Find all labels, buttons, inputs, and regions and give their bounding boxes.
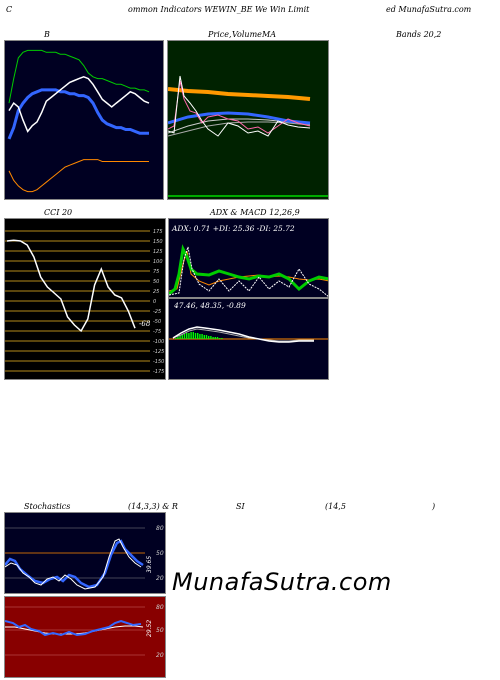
macd-chart: 47.46, 48.35, -0.89 bbox=[169, 301, 328, 343]
macd-hist-bar bbox=[183, 334, 186, 339]
stoch-tick-20: 20 bbox=[156, 575, 164, 582]
macd-signal-line bbox=[172, 328, 314, 342]
bands-label: Bands 20,2 bbox=[396, 30, 442, 39]
bollinger-lower-line bbox=[8, 159, 149, 193]
volume-label: Volume bbox=[232, 30, 262, 39]
macd-values-text: 47.46, 48.35, -0.89 bbox=[173, 301, 246, 310]
rsi-tick-80: 80 bbox=[156, 604, 164, 611]
bollinger-middle-line bbox=[7, 88, 149, 140]
price-chart bbox=[168, 75, 328, 197]
macd-hist-bar bbox=[214, 337, 216, 339]
stoch-tick-80: 80 bbox=[156, 525, 164, 532]
macd-panel: 47.46, 48.35, -0.89 bbox=[168, 298, 329, 380]
cci-label: CCI 20 bbox=[44, 208, 73, 217]
macd-hist-bar bbox=[179, 336, 181, 339]
bollinger-chart bbox=[7, 49, 150, 193]
macd-hist-bar bbox=[188, 333, 190, 339]
cci-tick-label: -175 bbox=[153, 369, 164, 375]
ma-blue-line bbox=[168, 111, 311, 125]
macd-hist-bar bbox=[197, 333, 199, 339]
header-left: C bbox=[6, 5, 13, 14]
macd-hist-bar bbox=[186, 333, 188, 339]
macd-hist-bar bbox=[192, 332, 194, 339]
bollinger-label: B bbox=[44, 30, 50, 39]
macd-hist-bar bbox=[219, 338, 221, 339]
rsi-tick-20: 20 bbox=[156, 652, 164, 659]
cci-tick-label: 50 bbox=[153, 279, 159, 285]
macd-hist-bar bbox=[221, 338, 223, 339]
ma-orange-line bbox=[168, 87, 311, 101]
stochastics-chart: 80 50 20 39.65 bbox=[5, 525, 164, 590]
cci-tick-label: -75 bbox=[153, 329, 161, 335]
cci-tick-label: 125 bbox=[153, 249, 163, 255]
rsi-label: SI bbox=[236, 502, 245, 511]
cci-current-value: -68 bbox=[139, 320, 151, 328]
macd-line bbox=[172, 326, 314, 343]
ma-pink-line bbox=[168, 80, 311, 134]
watermark: MunafaSutra.com bbox=[172, 568, 392, 596]
bollinger-upper-line bbox=[8, 49, 150, 104]
header-center: ommon Indicators WEWIN_BE We Win Limit bbox=[128, 5, 310, 14]
cci-tick-label: 75 bbox=[153, 269, 159, 275]
macd-hist-bar bbox=[199, 334, 201, 339]
macd-hist-bar bbox=[177, 337, 179, 339]
cci-tick-label: 25 bbox=[153, 289, 159, 295]
macd-hist-bar bbox=[181, 335, 183, 339]
rsi-params-label: (14,5 bbox=[325, 502, 346, 511]
macd-hist-bar bbox=[208, 336, 210, 339]
cci-tick-label: -50 bbox=[153, 319, 161, 325]
plus-di-line bbox=[169, 244, 328, 296]
cci-tick-label: 175 bbox=[153, 229, 163, 235]
cci-panel: 175 150 125 100 75 50 25 0 -25 -50 -75 -100 -125 -150… bbox=[4, 218, 166, 380]
header-right: ed MunafaSutra.com bbox=[386, 5, 472, 14]
price-label: Price, bbox=[208, 30, 232, 39]
rsi-line bbox=[5, 619, 142, 637]
rsi-chart: 80 50 20 29.52 bbox=[5, 604, 164, 659]
macd-hist-bar bbox=[216, 337, 219, 339]
macd-hist-bar bbox=[190, 332, 192, 339]
macd-hist-bar bbox=[210, 336, 212, 339]
macd-histogram bbox=[175, 332, 223, 339]
cci-tick-label: -125 bbox=[153, 349, 164, 355]
macd-hist-bar bbox=[175, 338, 177, 339]
adx-chart: ADX: 0.71 +DI: 25.36 -DI: 25.72 bbox=[169, 224, 328, 297]
cci-line bbox=[6, 239, 136, 333]
stochastics-params-label: (14,3,3) & R bbox=[128, 502, 178, 511]
cci-tick-label: -25 bbox=[153, 309, 161, 315]
cci-tick-label: 150 bbox=[153, 239, 163, 245]
adx-macd-label: ADX & MACD 12,26,9 bbox=[210, 208, 300, 217]
cci-tick-label: -150 bbox=[153, 359, 164, 365]
stochastics-panel: 80 50 20 39.65 bbox=[4, 512, 166, 594]
cci-tick-label: 0 bbox=[153, 299, 156, 305]
macd-hist-bar bbox=[203, 335, 205, 339]
rsi-tick-50: 50 bbox=[156, 627, 164, 634]
stochastics-label: Stochastics bbox=[24, 502, 71, 511]
ma-label: MA bbox=[262, 30, 276, 39]
price-line bbox=[8, 75, 150, 133]
stochastic-k-line bbox=[5, 538, 142, 590]
cci-chart: 175 150 125 100 75 50 25 0 -25 -50 -75 -100 -125 -150… bbox=[5, 229, 164, 375]
cci-tick-label: 100 bbox=[153, 259, 163, 265]
adx-values-text: ADX: 0.71 +DI: 25.36 -DI: 25.72 bbox=[171, 224, 295, 233]
stochastic-d-line bbox=[5, 539, 144, 589]
rsi-panel: 80 50 20 29.52 bbox=[4, 596, 166, 678]
macd-hist-bar bbox=[212, 337, 214, 339]
stochastic-current-value: 39.65 bbox=[146, 556, 153, 573]
macd-hist-bar bbox=[205, 335, 208, 339]
rsi-params-close: ) bbox=[432, 502, 436, 511]
macd-hist-bar bbox=[194, 333, 197, 339]
rsi-current-value: 29.52 bbox=[146, 620, 153, 637]
ma-gray-line bbox=[168, 121, 311, 137]
bollinger-panel bbox=[4, 40, 164, 200]
price-panel bbox=[167, 40, 329, 200]
macd-hist-bar bbox=[201, 334, 203, 339]
stoch-tick-50: 50 bbox=[156, 550, 164, 557]
price-close-line bbox=[168, 75, 311, 137]
adx-line bbox=[169, 246, 328, 297]
cci-tick-label: -100 bbox=[153, 339, 164, 345]
adx-panel: ADX: 0.71 +DI: 25.36 -DI: 25.72 bbox=[168, 218, 329, 298]
